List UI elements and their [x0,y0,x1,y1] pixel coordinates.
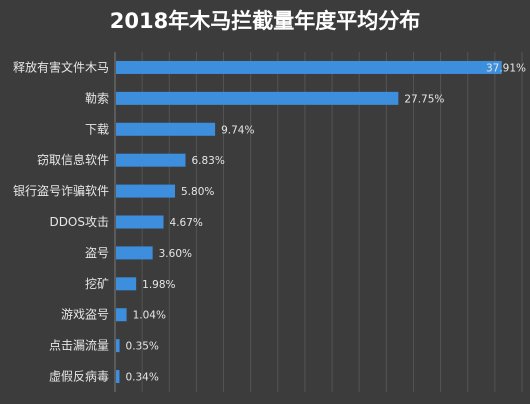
value-label: 1.04% [133,310,166,322]
value-labels: 37.91% 27.75% 9.74% 6.83% 5.80% 4.67% 3.60% 1.9… [125,62,526,383]
bar [116,339,120,353]
bar [116,308,127,322]
bar [116,184,176,198]
value-label: 1.98% [142,279,175,291]
value-label: 9.74% [221,124,254,136]
value-label: 37.91% [486,62,526,74]
value-label: 6.83% [191,155,224,167]
bar [116,370,120,384]
value-label: 27.75% [404,93,444,105]
bar [116,153,186,167]
category-label: 游戏盗号 [61,307,109,322]
chart-title: 2018年木马拦截量年度平均分布 [110,9,420,33]
category-label: 点击漏流量 [49,339,109,353]
bar [116,122,216,136]
category-label: DDOS攻击 [49,215,109,229]
bar [116,60,502,74]
value-label: 4.67% [170,217,203,229]
bar [116,277,137,291]
category-label: 下载 [85,122,109,136]
value-label: 0.35% [126,341,159,353]
category-label: 虚假反病毒 [49,369,109,384]
category-label: 挖矿 [85,276,109,291]
category-label: 释放有害文件木马 [13,59,109,74]
category-label: 勒索 [85,91,109,105]
bar [116,91,399,105]
value-label: 3.60% [159,248,192,260]
value-label: 5.80% [181,186,214,198]
category-label: 窃取信息软件 [37,152,109,167]
bars [116,60,502,384]
value-label: 0.34% [125,372,158,384]
category-label: 银行盗号诈骗软件 [13,183,109,198]
bar [116,215,164,229]
gridlines [141,52,523,392]
category-label: 盗号 [85,245,109,260]
bar [116,246,153,260]
